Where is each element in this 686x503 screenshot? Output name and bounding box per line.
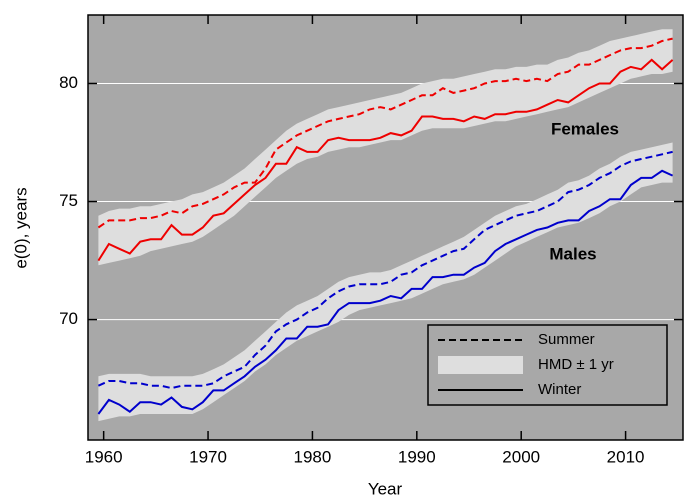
summer-line	[97, 150, 673, 390]
legend-label: HMD ± 1 yr	[538, 356, 614, 373]
x-tick-label: 1960	[85, 447, 123, 466]
plot-frame	[87, 14, 684, 441]
winter-line	[97, 169, 674, 415]
y-axis-label: e(0), years	[11, 187, 30, 268]
winter-line	[97, 58, 674, 262]
x-tick-label: 1970	[189, 447, 227, 466]
x-tick-label: 2010	[607, 447, 645, 466]
legend-band	[438, 356, 523, 374]
y-tick-label: 80	[59, 73, 78, 92]
confidence-band	[98, 29, 673, 266]
legend-label: Winter	[538, 381, 581, 398]
summer-line	[97, 37, 673, 229]
x-tick-label: 1990	[398, 447, 436, 466]
x-tick-label: 2000	[502, 447, 540, 466]
y-tick-label: 70	[59, 309, 78, 328]
series-annotation: Males	[549, 244, 596, 263]
x-axis-label: Year	[368, 479, 403, 498]
y-tick-label: 75	[59, 191, 78, 210]
series-annotation: Females	[551, 119, 619, 138]
legend-label: Summer	[538, 331, 595, 348]
x-tick-label: 1980	[294, 447, 332, 466]
